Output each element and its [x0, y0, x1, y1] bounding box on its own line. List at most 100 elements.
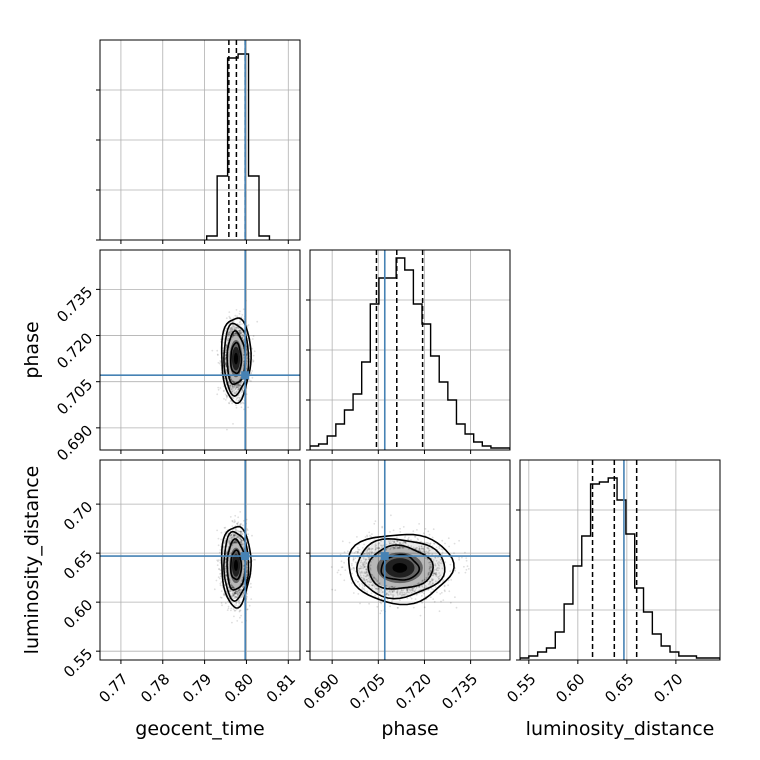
sample-point — [242, 333, 244, 336]
sample-point — [393, 547, 396, 549]
sample-point — [235, 590, 237, 593]
sample-point — [368, 547, 370, 550]
sample-point — [230, 534, 232, 537]
sample-point — [360, 570, 363, 573]
sample-point — [363, 560, 366, 563]
sample-point — [231, 590, 234, 593]
sample-point — [227, 337, 230, 340]
sample-point — [226, 549, 228, 551]
sample-point — [363, 578, 365, 581]
sample-point — [224, 356, 227, 359]
sample-point — [235, 384, 238, 386]
sample-point — [404, 594, 406, 596]
sample-point — [399, 591, 401, 594]
sample-point — [233, 385, 236, 388]
sample-point — [429, 542, 432, 545]
sample-point — [448, 545, 450, 548]
sample-point — [240, 531, 243, 534]
sample-point — [237, 593, 240, 595]
sample-point — [416, 537, 419, 540]
sample-point — [234, 332, 237, 335]
sample-point — [233, 541, 236, 544]
sample-point — [227, 332, 230, 335]
sample-point — [239, 616, 241, 619]
sample-point — [363, 585, 366, 588]
sample-point — [241, 337, 244, 339]
sample-point — [218, 551, 221, 554]
sample-point — [380, 547, 383, 549]
sample-point — [398, 546, 400, 549]
sample-point — [236, 384, 239, 387]
sample-point — [367, 547, 369, 550]
sample-point — [229, 384, 232, 386]
sample-point — [378, 587, 380, 590]
sample-point — [241, 333, 244, 336]
sample-point — [423, 551, 426, 554]
sample-point — [241, 389, 244, 391]
sample-point — [356, 536, 358, 538]
sample-point — [367, 558, 370, 561]
sample-point — [351, 572, 353, 575]
sample-point — [382, 544, 385, 547]
sample-point — [223, 593, 225, 595]
sample-point — [358, 567, 361, 570]
sample-point — [242, 338, 245, 341]
sample-point — [415, 593, 418, 596]
sample-point — [432, 574, 435, 577]
sample-point — [339, 553, 342, 556]
sample-point — [428, 561, 430, 564]
sample-point — [240, 382, 242, 384]
sample-point — [226, 550, 229, 552]
sample-point — [396, 540, 398, 542]
contour-4 — [220, 317, 252, 404]
sample-point — [239, 384, 242, 387]
sample-point — [225, 571, 228, 574]
sample-point — [382, 591, 384, 593]
sample-point — [337, 569, 340, 572]
sample-point — [428, 549, 430, 552]
sample-point — [235, 309, 238, 311]
sample-point — [233, 534, 236, 537]
sample-point — [428, 568, 431, 571]
sample-point — [458, 572, 460, 574]
sample-point — [229, 334, 231, 336]
sample-point — [227, 333, 230, 335]
sample-point — [406, 588, 408, 591]
sample-point — [378, 547, 381, 550]
sample-point — [402, 593, 405, 596]
sample-point — [434, 580, 437, 583]
sample-point — [237, 383, 240, 386]
sample-point — [238, 331, 241, 333]
sample-point — [217, 388, 220, 391]
sample-point — [341, 566, 344, 569]
sample-point — [237, 388, 240, 391]
sample-point — [398, 546, 401, 548]
sample-point — [392, 547, 395, 550]
sample-point — [362, 557, 365, 560]
sample-point — [450, 579, 453, 581]
sample-point — [227, 532, 230, 534]
sample-point — [391, 590, 394, 592]
sample-point — [231, 520, 234, 523]
sample-point — [239, 601, 241, 604]
sample-point — [242, 585, 245, 588]
sample-point — [389, 548, 392, 551]
sample-point — [239, 511, 242, 513]
sample-point — [235, 398, 238, 401]
sample-point — [230, 379, 233, 382]
sample-point — [229, 590, 232, 593]
sample-point — [414, 589, 417, 591]
sample-point — [231, 621, 233, 624]
sample-point — [235, 596, 238, 598]
sample-point — [234, 388, 237, 390]
sample-point — [229, 317, 232, 320]
sample-point — [421, 580, 423, 583]
panels-layer — [96, 39, 721, 664]
sample-point — [236, 315, 239, 317]
sample-point — [427, 573, 430, 575]
sample-point — [225, 327, 228, 330]
contour-4 — [220, 525, 252, 609]
sample-point — [404, 536, 406, 539]
sample-point — [402, 541, 405, 544]
sample-point — [427, 574, 429, 577]
